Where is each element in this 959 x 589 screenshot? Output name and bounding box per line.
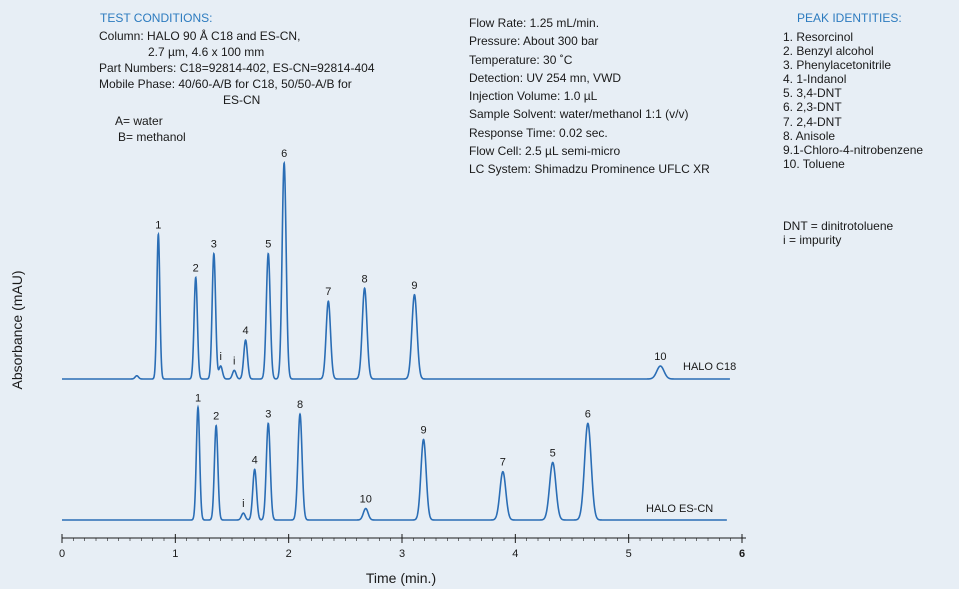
x-tick-label: 3	[399, 548, 405, 560]
solvent-b: B= methanol	[118, 130, 186, 144]
test-conditions-line: Mobile Phase: 40/60-A/B for C18, 50/50-A…	[99, 77, 352, 91]
peak-label: 7	[500, 457, 506, 469]
peak-identities-title: PEAK IDENTITIES:	[797, 11, 902, 25]
note-item: i = impurity	[783, 233, 842, 247]
peak-label: i	[242, 498, 244, 510]
peak-label: i	[233, 355, 235, 367]
peak-label: 6	[281, 148, 287, 160]
peak-identity-item: 4. 1-Indanol	[783, 72, 847, 87]
conditions-list: Flow Rate: 1.25 mL/min. Pressure: About …	[469, 14, 710, 179]
peak-identity-item: 7. 2,4-DNT	[783, 114, 842, 129]
peak-label: 1	[195, 392, 201, 404]
condition-item: LC System: Shimadzu Prominence UFLC XR	[469, 162, 710, 177]
peak-identity-item: 6. 2,3-DNT	[783, 100, 842, 115]
peak-label: 4	[252, 454, 258, 466]
y-axis-title: Absorbance (mAU)	[9, 270, 25, 389]
condition-item: Response Time: 0.02 sec.	[469, 125, 608, 140]
peak-label: i	[219, 351, 221, 363]
series-label: HALO C18	[683, 361, 736, 373]
peak-label: 2	[213, 411, 219, 423]
peak-identity-item: 5. 3,4-DNT	[783, 86, 842, 101]
trace-line-c18	[62, 160, 730, 380]
peak-label: 7	[325, 286, 331, 298]
test-conditions-line: Column: HALO 90 Å C18 and ES-CN,	[99, 29, 301, 43]
peak-label: 1	[155, 219, 161, 231]
series-label: HALO ES-CN	[646, 503, 713, 515]
peak-label: 8	[362, 273, 368, 285]
x-tick-label: 5	[626, 548, 632, 560]
peak-identity-item: 1. Resorcinol	[783, 30, 854, 44]
condition-item: Detection: UV 254 mn, VWD	[469, 70, 622, 85]
peak-label: 9	[411, 280, 417, 292]
solvent-a: A= water	[115, 114, 163, 128]
peak-label: 5	[265, 239, 271, 251]
peak-label: 4	[243, 325, 249, 337]
x-tick-label: 4	[512, 548, 518, 560]
trace-line-es-cn	[62, 404, 727, 521]
peak-identities-list: 1. Resorcinol 2. Benzyl alcohol 3. Pheny…	[783, 30, 923, 171]
x-axis-title: Time (min.)	[366, 570, 436, 586]
condition-item: Sample Solvent: water/methanol 1:1 (v/v)	[469, 107, 689, 122]
test-conditions-line: ES-CN	[223, 93, 261, 107]
note-item: DNT = dinitrotoluene	[783, 219, 894, 233]
x-tick-label: 2	[286, 548, 292, 560]
condition-item: Temperature: 30 ˚C	[469, 52, 573, 67]
peak-label: 10	[654, 351, 666, 363]
test-conditions-line: 2.7 µm, 4.6 x 100 mm	[148, 45, 265, 59]
peak-identity-item: 8. Anisole	[783, 128, 836, 143]
peak-label: 10	[360, 494, 372, 506]
test-conditions-line: Part Numbers: C18=92814-402, ES-CN=92814…	[99, 61, 375, 75]
x-tick-label: 6	[739, 548, 745, 560]
peak-label: 8	[297, 399, 303, 411]
peak-label: 5	[550, 448, 556, 460]
peak-label: 3	[265, 408, 271, 420]
test-conditions-title: TEST CONDITIONS:	[100, 11, 213, 25]
condition-item: Injection Volume: 1.0 µL	[469, 89, 598, 104]
condition-item: Pressure: About 300 bar	[469, 34, 599, 49]
condition-item: Flow Rate: 1.25 mL/min.	[469, 16, 600, 30]
peak-identity-item: 3. Phenylacetonitrile	[783, 58, 892, 73]
peak-identity-item: 2. Benzyl alcohol	[783, 44, 874, 59]
peak-notes: DNT = dinitrotoluene i = impurity	[783, 219, 893, 247]
condition-item: Flow Cell: 2.5 µL semi-micro	[469, 144, 621, 159]
peak-label: 9	[420, 425, 426, 437]
peak-identity-item: 10. Toluene	[783, 156, 845, 171]
x-tick-label: 0	[59, 548, 65, 560]
peak-label: 2	[193, 262, 199, 274]
peak-identity-item: 9.1-Chloro-4-nitrobenzene	[783, 142, 924, 157]
peak-label: 3	[211, 239, 217, 251]
x-tick-label: 1	[172, 548, 178, 560]
peak-label: 6	[585, 408, 591, 420]
